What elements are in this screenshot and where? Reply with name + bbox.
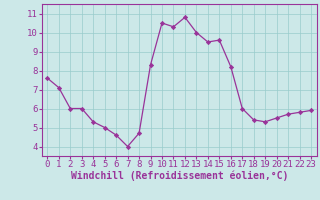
X-axis label: Windchill (Refroidissement éolien,°C): Windchill (Refroidissement éolien,°C) [70,171,288,181]
